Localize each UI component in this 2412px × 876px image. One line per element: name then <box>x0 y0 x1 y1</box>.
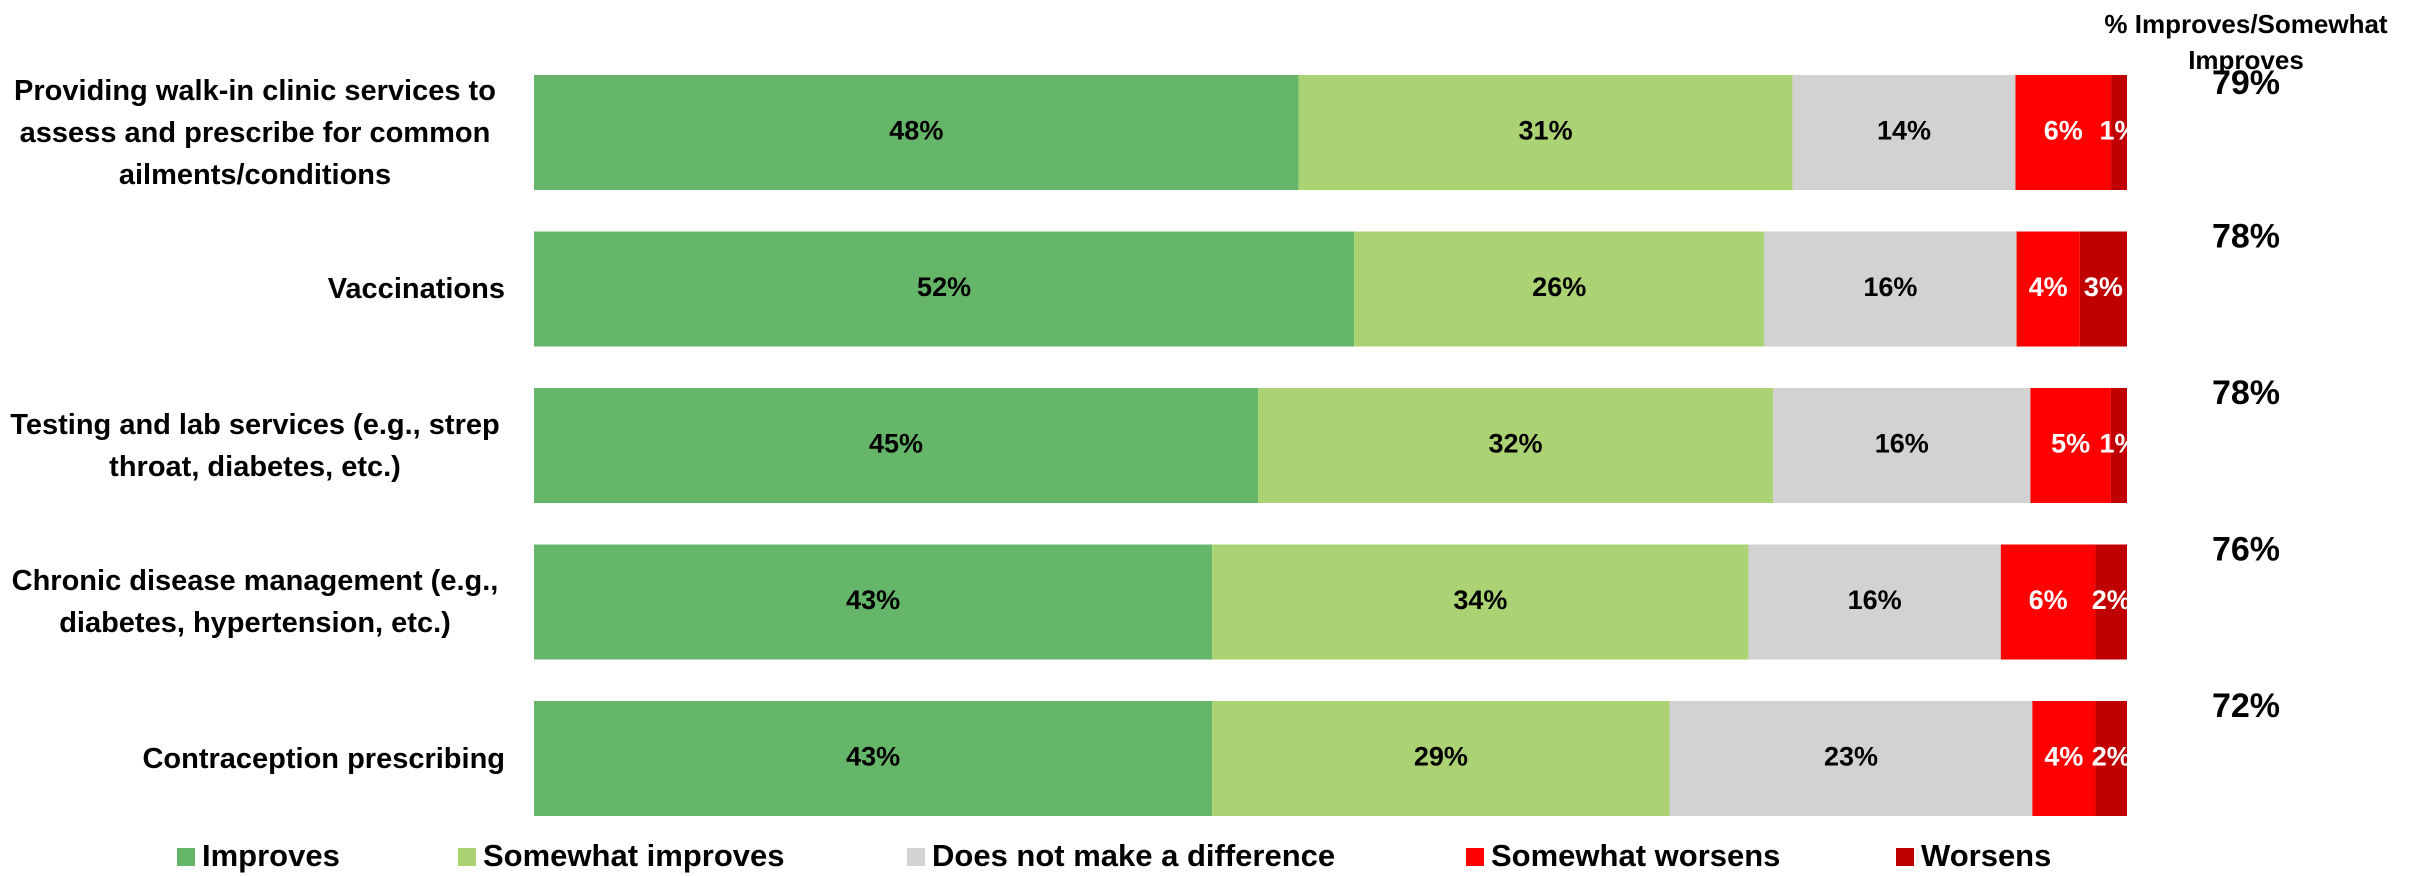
value-label: 16% <box>1863 272 1917 302</box>
value-label: 26% <box>1532 272 1586 302</box>
value-label: 2% <box>2092 742 2131 772</box>
legend-label: Does not make a difference <box>932 838 1335 873</box>
category-label: Providing walk-in clinic services to ass… <box>0 75 505 191</box>
bar-segment <box>1773 388 2031 503</box>
bar-segment <box>1212 701 1670 816</box>
value-label: 1% <box>2100 116 2139 146</box>
value-label: 43% <box>846 742 900 772</box>
bar-segment <box>2110 388 2127 503</box>
bar-segment <box>2032 701 2096 816</box>
value-label: 6% <box>2044 116 2083 146</box>
legend-label: Improves <box>202 838 340 873</box>
net-value: 78% <box>2212 374 2280 412</box>
bar-segment <box>2095 544 2127 660</box>
bar-segment <box>1748 544 2001 660</box>
bar-segment <box>1669 701 2033 816</box>
value-label: 16% <box>1875 429 1929 459</box>
legend-swatch <box>1896 848 1914 866</box>
value-label: 45% <box>869 429 923 459</box>
category-text: Providing walk-in clinic services to ass… <box>14 74 496 191</box>
category-text: Contraception prescribing <box>142 742 505 775</box>
bar-segment <box>534 701 1213 816</box>
legend-label: Somewhat improves <box>483 838 784 873</box>
legend-swatch <box>458 848 476 866</box>
bar-segment <box>2015 75 2112 190</box>
legend-label: Worsens <box>1921 838 2051 873</box>
bar-segment <box>1298 75 1793 190</box>
bar-segment <box>2016 231 2080 347</box>
legend-label: Somewhat worsens <box>1491 838 1780 873</box>
bar-segment <box>2000 544 2096 660</box>
value-label: 4% <box>2029 272 2068 302</box>
bar-segment <box>534 544 1213 660</box>
value-label: 2% <box>2092 585 2131 615</box>
value-label: 5% <box>2051 429 2090 459</box>
category-label: Testing and lab services (e.g., strep th… <box>0 388 505 503</box>
bar-segment <box>534 231 1355 347</box>
net-value: 76% <box>2212 530 2280 568</box>
bar-segment <box>1792 75 2016 190</box>
value-label: 43% <box>846 585 900 615</box>
net-value: 78% <box>2212 217 2280 255</box>
bar-segment <box>2111 75 2127 190</box>
net-header: % Improves/Somewhat Improves <box>2104 9 2388 75</box>
value-label: 52% <box>917 272 971 302</box>
net-value: 79% <box>2212 64 2280 102</box>
category-text: Testing and lab services (e.g., strep th… <box>10 408 500 483</box>
value-label: 1% <box>2099 429 2138 459</box>
value-label: 34% <box>1453 585 1507 615</box>
value-label: 48% <box>889 116 943 146</box>
bar-segment <box>534 388 1259 503</box>
category-label: Contraception prescribing <box>0 701 505 816</box>
legend-swatch <box>177 848 195 866</box>
value-label: 32% <box>1489 429 1543 459</box>
value-label: 3% <box>2084 272 2123 302</box>
bar-segment <box>1258 388 1773 503</box>
legend-swatch <box>1466 848 1484 866</box>
value-label: 14% <box>1877 116 1931 146</box>
bar-segment <box>1354 231 1765 347</box>
value-label: 16% <box>1848 585 1902 615</box>
category-label: Vaccinations <box>0 232 505 347</box>
value-label: 31% <box>1519 116 1573 146</box>
value-label: 23% <box>1824 742 1878 772</box>
value-label: 6% <box>2029 585 2068 615</box>
bar-segment <box>1212 544 1749 660</box>
bar-segment <box>534 75 1299 190</box>
value-label: 4% <box>2044 742 2083 772</box>
category-text: Vaccinations <box>327 273 505 305</box>
category-label: Chronic disease management (e.g., diabet… <box>0 545 505 660</box>
value-label: 29% <box>1414 742 1468 772</box>
category-text: Chronic disease management (e.g., diabet… <box>11 565 499 639</box>
legend-swatch <box>907 848 925 866</box>
bar-segment <box>2079 231 2127 347</box>
bar-segment <box>2030 388 2111 503</box>
net-value: 72% <box>2212 687 2280 725</box>
bar-segment <box>2095 701 2127 816</box>
bar-segment <box>1764 231 2017 347</box>
